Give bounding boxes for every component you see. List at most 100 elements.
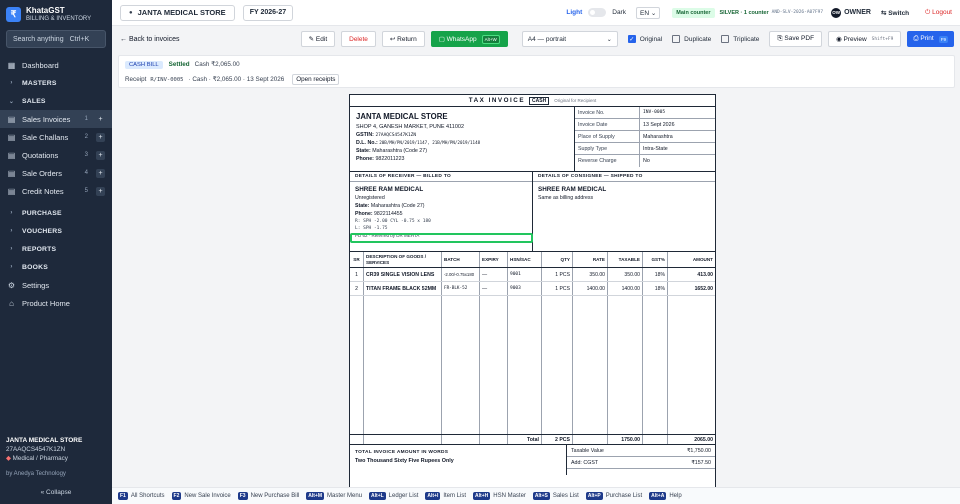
sidebar-section-reports[interactable]: › REPORTS [0,240,112,258]
theme-light-label[interactable]: Light [566,9,583,16]
sidebar-item-count: 1 [84,116,88,122]
cash-amount: Cash ₹2,065.00 [194,61,240,68]
triplicate-checkbox[interactable]: Triplicate [721,35,759,43]
meta-key: Invoice Date [575,119,640,130]
state-value: Maharashtra (Code 27) [370,203,425,209]
sidebar-item-credit-notes[interactable]: ▤ Credit Notes 5 + [0,182,112,200]
sidebar-item-quotations[interactable]: ▤ Quotations 3 + [0,146,112,164]
add-icon[interactable]: + [96,132,105,142]
preview-label: ◉ Preview [836,36,867,43]
column-header: AMOUNT [692,257,713,262]
sidebar-item-sale-challans[interactable]: ▤ Sale Challans 2 + [0,128,112,146]
column-header: EXPIRY [480,252,508,267]
switch-user-button[interactable]: ⇆ Switch [880,9,910,17]
sidebar-item-count: 4 [84,170,88,176]
sidebar-item-sale-orders[interactable]: ▤ Sale Orders 4 + [0,164,112,182]
meta-value: 13 Sept 2026 [643,121,675,128]
store-name: JANTA MEDICAL STORE [6,437,83,444]
return-button[interactable]: ↩ Return [381,31,425,47]
shortcut-label: New Sale Invoice [184,493,231,499]
sidebar-section-vouchers[interactable]: › VOUCHERS [0,222,112,240]
shortcut-master-menu[interactable]: Alt+M Master Menu [306,492,362,500]
user-menu[interactable]: OW OWNER [831,7,871,18]
shortcut-label: Item List [443,493,467,499]
cell-taxable: 1400.00 [608,282,643,295]
duplicate-checkbox[interactable]: Duplicate [672,35,711,43]
sidebar-section-masters[interactable]: › MASTERS [0,74,112,92]
prescription-referral: PD 62 · Referred by DR MEHTA [355,233,420,238]
user-role: OWNER [844,9,871,16]
chevron-down-icon: ⌄ [8,98,15,105]
shortcut-label: Sales List [552,493,579,499]
whatsapp-button[interactable]: ▢ WhatsApp Alt+W [430,31,508,47]
sidebar-section-purchase[interactable]: › PURCHASE [0,204,112,222]
shortcut-hsn-master[interactable]: Alt+H HSN Master [473,492,526,500]
theme-dark-label[interactable]: Dark [612,9,626,16]
sidebar-item-settings[interactable]: ⚙ Settings [0,276,112,294]
preview-button[interactable]: ◉ Preview Shift+F9 [828,31,902,47]
column-header: DESCRIPTION OF GOODS / SERVICES [364,252,442,267]
cell-hsn: 9003 [508,282,542,295]
shortcut-key: Alt+I [425,492,441,500]
summary-row: Taxable Value ₹1,750.00 [567,445,715,457]
paper-size-select[interactable]: A4 — portrait ⌄ [521,31,618,47]
print-button[interactable]: ⎙ Print F9 [907,31,954,47]
collapse-sidebar-button[interactable]: « Collapse [40,489,72,496]
sidebar-item-label: Quotations [22,150,59,160]
paper-size-value: A4 — portrait [527,35,567,43]
shortcut-new-purchase[interactable]: F3 New Purchase Bill [237,492,299,500]
shortcut-item-list[interactable]: Alt+I Item List [425,492,466,500]
sidebar-section-sales[interactable]: ⌄ SALES [0,92,112,110]
edit-button[interactable]: ✎ Edit [300,31,336,47]
open-receipts-button[interactable]: Open receipts [292,74,340,85]
shortcut-all[interactable]: F1 All Shortcuts [118,492,165,500]
shortcut-key: Alt+P [585,492,603,500]
cell-taxable: 350.00 [608,268,643,281]
add-icon[interactable]: + [96,186,105,196]
theme-toggle[interactable] [588,8,607,17]
items-table-body: 1 CR39 SINGLE VISION LENS -2.00/-0.75x18… [350,268,715,435]
add-icon[interactable]: + [96,150,105,160]
phone-value: 9822011223 [375,156,405,162]
items-total-row: Total 2 PCS 1750.00 2065.00 [350,435,715,445]
store-category-label: Medical / Pharmacy [12,455,68,462]
store-switcher[interactable]: ● JANTA MEDICAL STORE [120,4,235,21]
logout-button[interactable]: ⏻ Logout [925,8,952,16]
back-to-invoices-link[interactable]: ← Back to invoices [120,35,180,43]
sidebar-item-dashboard[interactable]: ▦ Dashboard [0,56,112,74]
fy-selector[interactable]: FY 2026-27 [242,4,294,21]
phone-label: Phone: [356,156,374,162]
seller-address: SHOP 4, GANESH MARKET, PUNE 411002 [356,124,465,130]
shortcut-ledger-list[interactable]: Alt+L Ledger List [369,492,418,500]
store-info: JANTA MEDICAL STORE 27AAQCS4547K1ZN ◆ Me… [6,437,106,477]
chevron-right-icon: › [10,246,13,252]
top-bar: ● JANTA MEDICAL STORE FY 2026-27 Light D… [112,0,960,26]
buyer-phone: Phone: 9822114455 [355,211,527,217]
checkbox-icon [672,35,681,43]
save-pdf-button[interactable]: ⎘ Save PDF [769,31,823,47]
focus-highlight [350,233,533,243]
buyer-name: SHREE RAM MEDICAL [355,186,424,193]
sidebar-item-product-home[interactable]: ⌂ Product Home [0,294,112,312]
app-subtitle: BILLING & INVENTORY [26,16,92,22]
shortcut-new-sale[interactable]: F2 New Sale Invoice [171,492,231,500]
search-input[interactable]: Search anything Ctrl+K [6,30,106,48]
add-icon[interactable]: + [96,114,105,124]
shortcut-help[interactable]: Alt+A Help [649,492,682,500]
delete-button[interactable]: Delete [341,31,376,47]
shortcut-label: Help [669,493,682,499]
add-icon[interactable]: + [96,168,105,178]
sidebar-section-books[interactable]: › BOOKS [0,258,112,276]
original-checkbox[interactable]: ✓ Original [627,35,662,43]
table-row: 2 TITAN FRAME BLACK 52MM FR-BLK-52 — 900… [350,282,715,296]
whatsapp-label: ▢ WhatsApp [438,36,477,43]
shortcut-key: Alt+H [473,492,491,500]
shortcut-purchase-list[interactable]: Alt+P Purchase List [585,492,642,500]
shortcut-key: Alt+M [306,492,325,500]
language-select[interactable]: EN ⌄ [635,6,661,19]
shortcut-sales-list[interactable]: Alt+S Sales List [532,492,579,500]
column-header: GST% [643,252,668,267]
sidebar-item-sales-invoices[interactable]: ▤ Sales Invoices 1 + [0,110,112,128]
shortcut-key: Alt+L [369,492,386,500]
column-header: RATE [573,252,608,267]
